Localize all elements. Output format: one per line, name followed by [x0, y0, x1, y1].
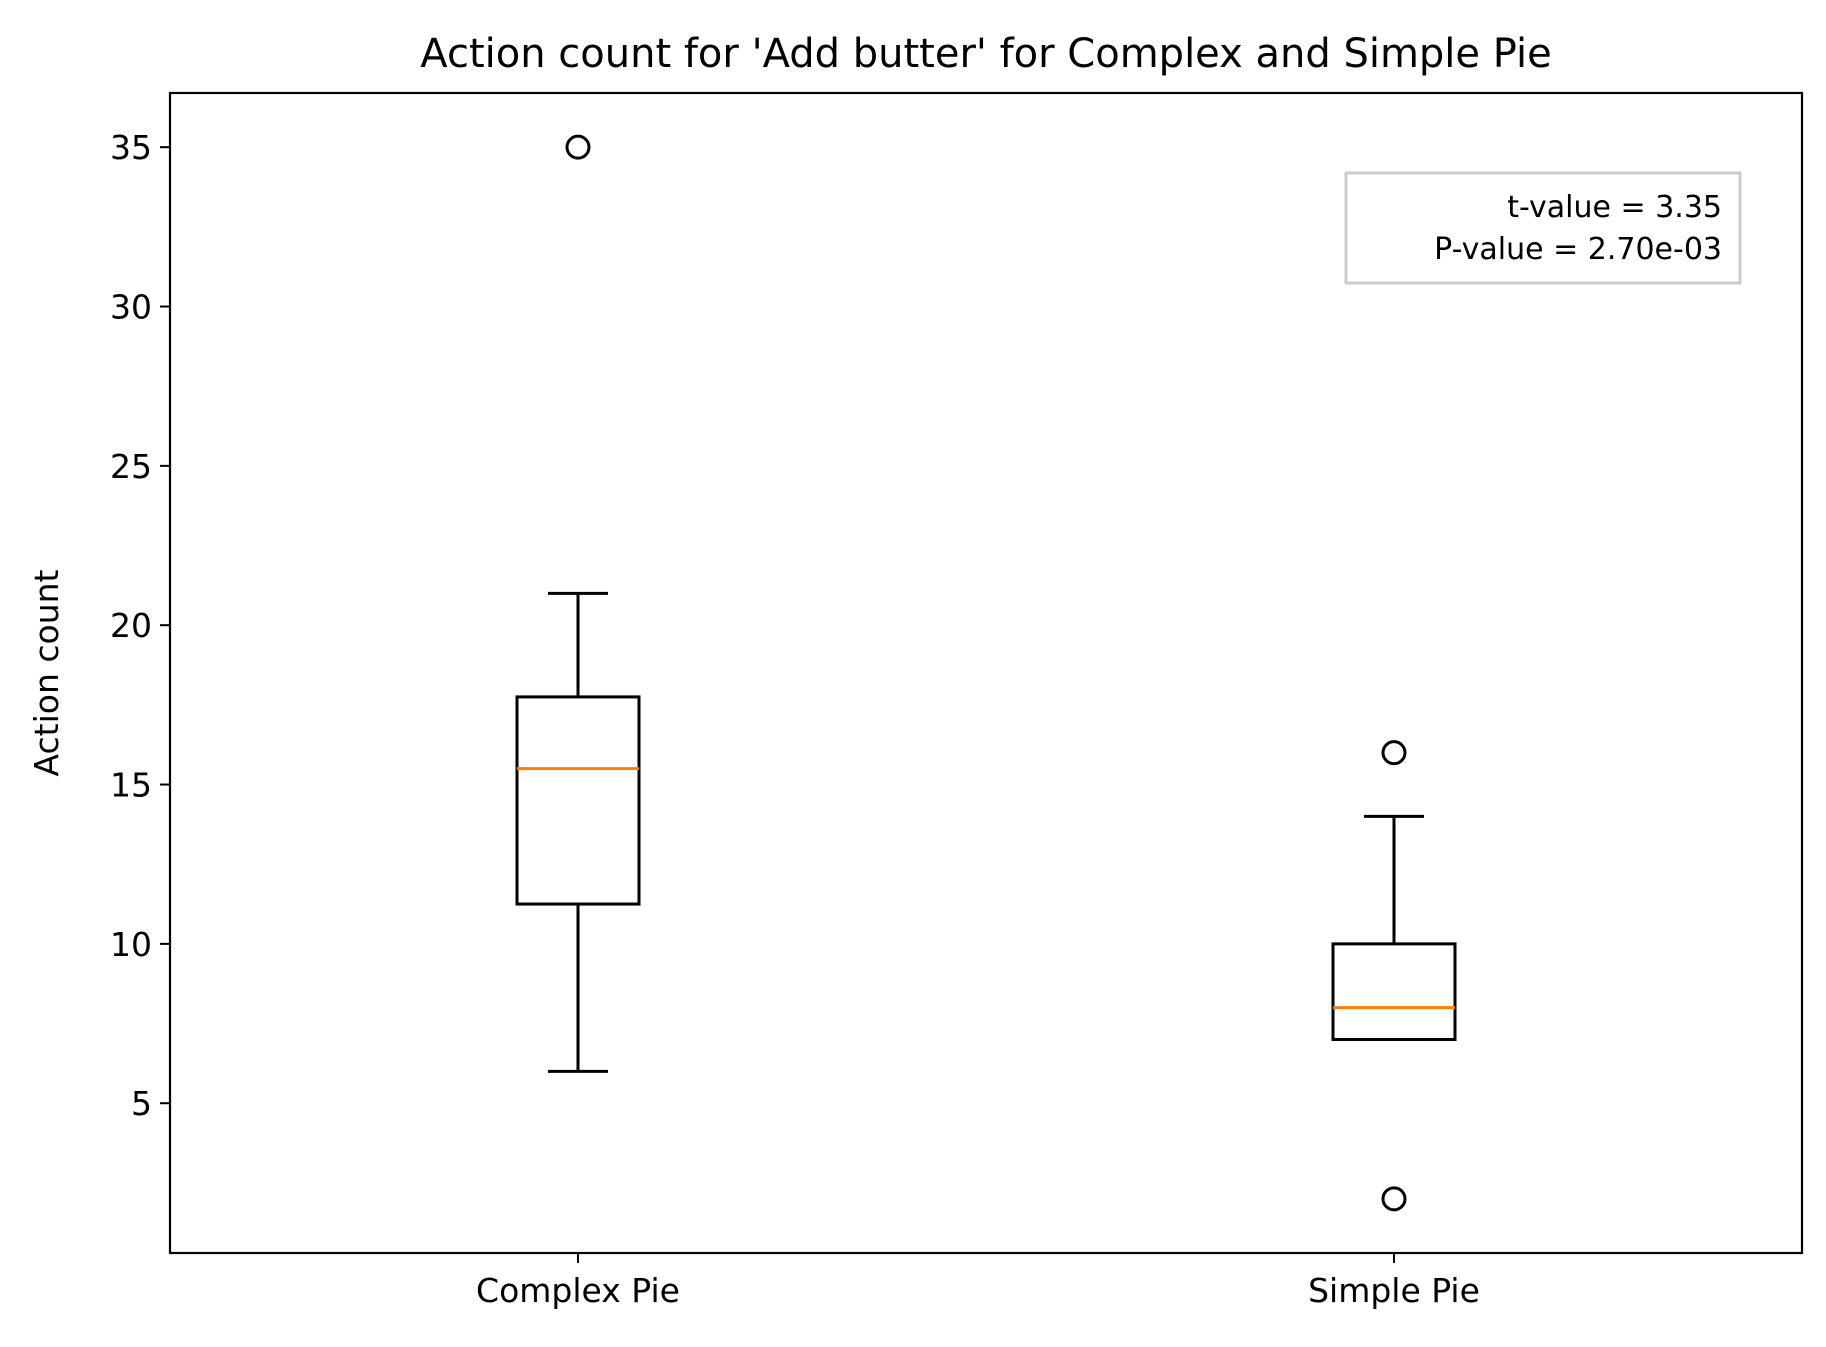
outlier-point	[1381, 740, 1407, 766]
plot-area	[515, 134, 1457, 1212]
y-tick-label: 15	[110, 766, 152, 805]
stats-annotation: t-value = 3.35 P-value = 2.70e-03	[1344, 171, 1742, 285]
outlier-point	[565, 134, 591, 160]
y-tick-label: 25	[110, 447, 152, 486]
y-tick-label: 10	[110, 925, 152, 964]
plot-frame	[168, 91, 1804, 1255]
y-tick-label: 20	[110, 606, 152, 645]
outlier-point	[1381, 1186, 1407, 1212]
y-tick-label: 35	[110, 128, 152, 167]
annotation-frame	[1344, 171, 1742, 285]
p-value-text: P-value = 2.70e-03	[1434, 232, 1722, 267]
iqr-box	[515, 695, 641, 906]
y-axis: 5 10 15 20 25 30 35	[110, 128, 170, 1123]
box-complex-pie	[515, 134, 641, 1073]
t-value-text: t-value = 3.35	[1507, 190, 1722, 225]
y-axis-label: Action count	[27, 569, 66, 776]
chart-title: Action count for 'Add butter' for Comple…	[420, 31, 1551, 77]
box-simple-pie	[1331, 740, 1457, 1212]
y-tick-label: 5	[131, 1084, 152, 1123]
x-tick-label: Complex Pie	[476, 1271, 680, 1310]
iqr-box	[1331, 942, 1457, 1041]
x-axis: Complex Pie Simple Pie	[476, 1253, 1480, 1310]
x-tick-label: Simple Pie	[1308, 1271, 1480, 1310]
y-tick-label: 30	[110, 288, 152, 327]
